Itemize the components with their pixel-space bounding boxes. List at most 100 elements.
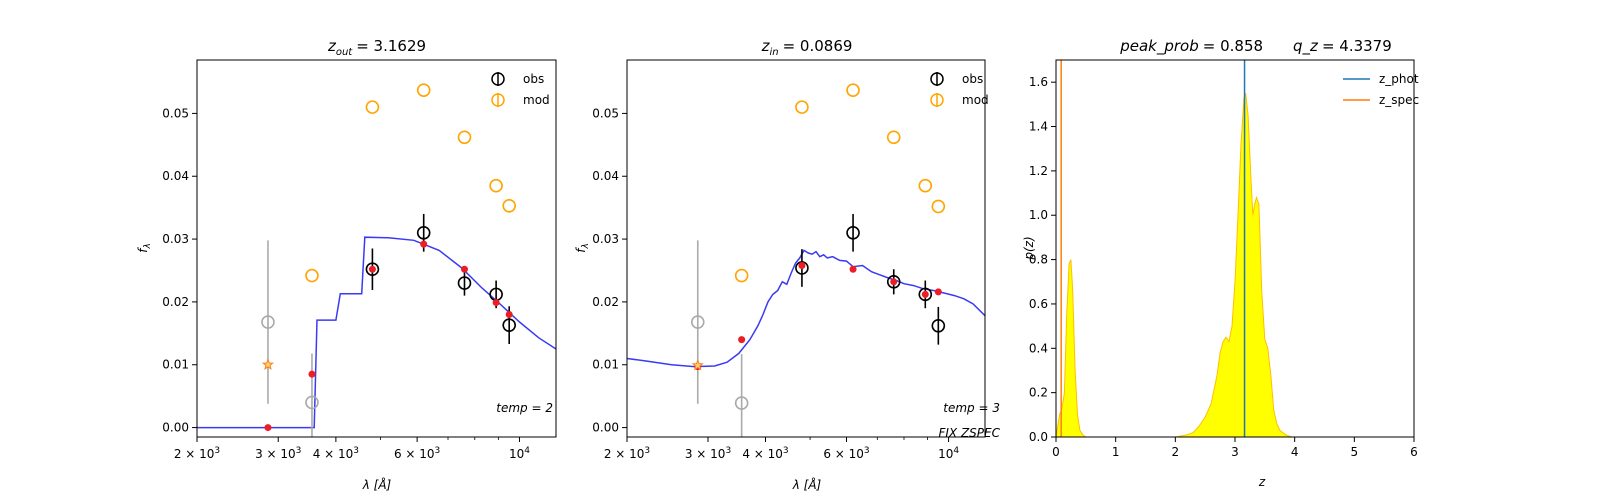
y-tick-label: 0.02 [162,295,189,309]
pz-fill [1056,93,1355,437]
star-marker [691,359,704,371]
x-tick-label: 3 × 103 [685,446,731,461]
model-flux-point [738,336,746,344]
legend-mod-label: mod [962,93,989,107]
plot-content [1056,60,1355,437]
x-tick-label: 4 × 103 [313,446,359,461]
model-flux-point [308,370,316,378]
mod-point [365,100,380,114]
y-tick-label: 0.4 [1029,341,1048,355]
model-flux-point [505,310,513,318]
legend-mod-label: mod [523,93,550,107]
y-tick-label: 0.03 [162,232,189,246]
x-tick-label: 4 [1291,445,1299,459]
y-tick-label: 0.6 [1029,297,1048,311]
plot-area: 2 × 103 3 × 103 4 × 103 6 × 103 104 0.00 0.01 0… [592,59,986,461]
obs-point [918,287,933,302]
panel-title: zin = 0.0869 [761,37,853,58]
mod-point [457,130,472,145]
x-tick-label: 104 [938,446,959,461]
plot-area: 2 × 103 3 × 103 4 × 103 6 × 103 104 0.00 0.01 0… [162,59,557,461]
x-tick-label: 2 [1172,445,1180,459]
model-flux-point [492,299,500,307]
x-tick-label: 104 [509,446,530,461]
mod-point [846,83,860,97]
legend-zphot-label: z_phot [1379,72,1419,86]
mod-point [489,178,503,193]
y-tick-label: 0.03 [592,232,619,246]
y-tick-label: 1.0 [1029,208,1048,222]
fix-zspec-annotation: FIX ZSPEC [938,426,1000,440]
x-tick-label: 3 × 103 [255,446,301,461]
axes-frame [196,59,557,438]
template-annotation: temp = 2 [496,401,553,415]
plot-content [627,83,985,437]
y-axis-label: fλ [136,243,153,253]
legend-obs-label: obs [962,72,983,86]
mod-point [886,130,901,145]
mod-point [305,268,319,283]
plot-content [197,83,556,437]
obs-gray-point [734,396,749,410]
x-tick-label: 4 × 103 [742,446,788,461]
obs-gray-point [261,315,275,329]
template-annotation: temp = 3 [943,401,1000,415]
axes-frame [626,59,986,438]
model-flux-point [798,261,806,269]
model-flux-point [934,288,942,296]
x-axis-label: λ [Å] [362,477,392,492]
obs-point [365,262,380,277]
mod-point [416,83,431,97]
star-marker [261,358,274,370]
x-tick-label: 6 [1410,445,1418,459]
obs-point [457,276,472,290]
plot-area: 0 1 2 3 4 5 6 0.0 0.2 0.4 0.6 0.8 1.0 1.2 1.4 1.6 [1029,59,1418,459]
y-tick-label: 0.00 [592,421,619,435]
model-flux-point [849,265,857,273]
y-tick-label: 0.0 [1029,430,1048,444]
obs-point [886,275,901,289]
y-tick-label: 0.2 [1029,386,1048,400]
y-tick-label: 0.04 [162,169,189,183]
legend-zspec-label: z_spec [1379,93,1419,107]
x-axis-label: z [1258,475,1266,489]
y-axis-label: p(z) [1022,236,1036,260]
model-flux-point [890,278,898,286]
x-tick-label: 2 × 103 [604,446,650,461]
model-flux-point [921,290,929,298]
pz-panel: peak_prob = 0.858 q_z = 4.3379 z p(z) 0 1 2 3 4… [1022,37,1419,489]
y-tick-label: 1.2 [1029,164,1048,178]
model-flux-point [420,240,428,248]
x-tick-label: 2 × 103 [174,446,220,461]
y-tick-label: 0.8 [1029,253,1048,267]
obs-point [416,225,431,240]
y-axis-label: fλ [574,243,591,253]
obs-point [931,318,946,333]
mod-point [734,268,749,283]
y-tick-label: 0.04 [592,169,619,183]
model-flux-point [460,265,468,273]
y-tick-label: 0.01 [162,358,189,372]
obs-gray-point [305,395,319,410]
x-tick-label: 0 [1052,445,1060,459]
y-tick-label: 0.01 [592,358,619,372]
legend: z_phot z_spec [1343,72,1419,107]
legend: obs mod [930,72,989,107]
pz-curve [1056,93,1355,437]
x-tick-label: 5 [1351,445,1359,459]
mod-point [502,198,516,213]
y-tick-label: 0.02 [592,295,619,309]
model-flux-point [368,265,376,273]
mod-point [931,199,946,214]
obs-point [846,225,860,240]
model-sed-line [197,236,556,429]
y-tick-label: 1.6 [1029,75,1048,89]
x-tick-label: 6 × 103 [823,446,869,461]
legend: obs mod [491,72,550,107]
mod-point [918,178,933,193]
legend-obs-label: obs [523,72,544,86]
obs-gray-point [690,315,705,329]
sed-panel-zin: zin = 0.0869 λ [Å] fλ 2 × 103 3 × 103 4 × 1… [574,37,1001,492]
model-sed-line [627,249,985,368]
